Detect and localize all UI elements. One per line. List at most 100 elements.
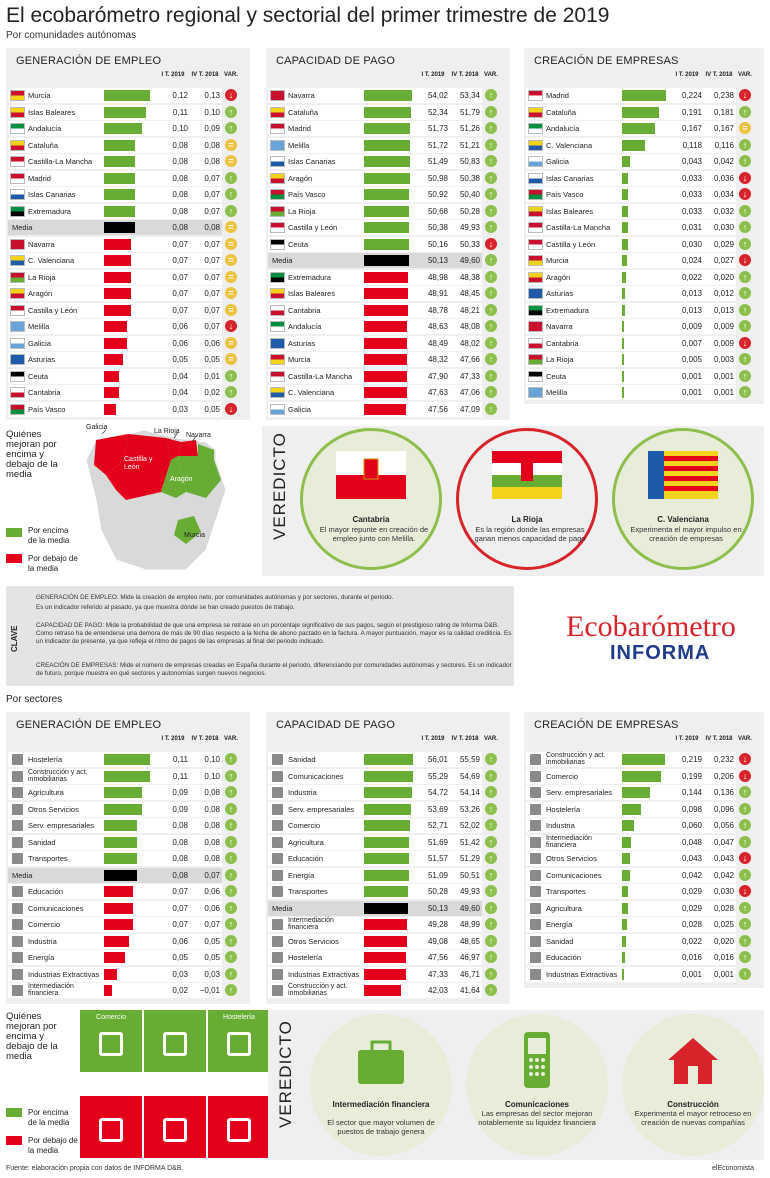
flag-murcia-icon [528, 255, 543, 266]
equal-icon: = [225, 254, 237, 266]
row-label: La Rioja [288, 206, 316, 216]
flag-extremadura-icon [270, 271, 285, 283]
industrias-extractivas-icon [12, 968, 23, 980]
flag-pais-vasco-icon [10, 403, 25, 415]
value-2018: 0,013 [713, 305, 734, 315]
value-2019: 0,029 [681, 887, 702, 896]
value-2018: 0,01 [204, 371, 220, 381]
table-row: Sanidad 0,022 0,020 ↑ [526, 933, 751, 949]
value-2019: 0,033 [681, 173, 702, 183]
equal-icon: = [225, 155, 237, 167]
legend-red-swatch-2 [6, 1136, 22, 1145]
row-label: Castilla y León [546, 239, 596, 249]
verdict-comunicaciones: Comunicaciones Las empresas del sector m… [466, 1014, 608, 1156]
bar [622, 354, 624, 365]
value-2019: 0,06 [172, 936, 188, 946]
value-2018: 0,07 [204, 190, 220, 199]
bar [104, 255, 131, 266]
row-label: Melilla [28, 322, 50, 331]
bar [364, 222, 409, 233]
value-2019: 53,69 [427, 804, 448, 814]
map-galicia [94, 434, 128, 475]
table-row: Industrias Extractivas 0,001 0,001 ↑ [526, 966, 751, 982]
flag-ceuta-icon [528, 370, 543, 382]
flag-aragon-icon [528, 271, 543, 283]
row-label: Comercio [288, 821, 321, 830]
arrow-up-icon: ↑ [225, 105, 237, 118]
verdict-desc: El mayor repunte en creación de empleo j… [319, 525, 429, 543]
value-2018: 51,79 [459, 107, 480, 117]
verdict-desc: Experimenta el mayor retroceso en creaci… [634, 1109, 752, 1127]
table-row: Castilla y León 0,07 0,07 = [8, 302, 237, 318]
bar [364, 803, 412, 815]
value-2019: 50,13 [427, 256, 448, 265]
value-2018: 0,07 [204, 305, 220, 315]
bar [104, 172, 135, 184]
table-row: País Vasco 0,033 0,034 ↓ [526, 187, 751, 202]
arrow-up-icon: ↑ [739, 287, 751, 299]
flag-navarra-icon [528, 321, 543, 332]
clave-p3: CREACIÓN DE EMPRESAS: Mide el número de … [36, 662, 512, 677]
row-label: Industria [28, 936, 57, 946]
column-header: IV T. 2018 [191, 736, 219, 742]
map-label-rioja: La Rioja [154, 428, 180, 435]
bar [104, 205, 135, 217]
arrow-up-icon: ↑ [739, 901, 751, 914]
briefcase-icon [358, 1040, 404, 1084]
row-label: País Vasco [288, 190, 326, 199]
verdict-la-rioja: La Rioja Es la región donde las empresas… [456, 428, 598, 570]
table-row: Media 0,08 0,07 ↑ [8, 867, 237, 883]
table-row: Aragón 0,07 0,07 = [8, 286, 237, 301]
verdict-label: VEREDICTO [270, 432, 289, 540]
table-row: La Rioja 0,005 0,003 ↑ [526, 352, 751, 367]
value-2019: 0,043 [681, 157, 702, 166]
row-label: Construcción y act. inmobiliarias [28, 768, 88, 783]
sanidad-icon [12, 836, 23, 848]
arrow-up-icon: ↑ [739, 204, 751, 217]
clave-label: CLAVE [10, 625, 19, 652]
otros-servicios-icon [12, 803, 23, 815]
bar [104, 337, 128, 349]
arrow-up-icon: ↑ [225, 188, 237, 200]
value-2019: 0,033 [681, 206, 702, 216]
bar [104, 853, 138, 864]
value-2018: 0,08 [204, 837, 220, 847]
verdict-name: C. Valenciana [657, 515, 709, 524]
bar [104, 222, 135, 233]
bar [364, 288, 408, 299]
bar [104, 321, 128, 332]
value-2018: 50,28 [459, 206, 480, 216]
arrow-up-icon: ↑ [225, 901, 237, 914]
map-label-aragon: Aragón [170, 476, 193, 483]
value-2019: 48,49 [427, 338, 448, 348]
row-label: Islas Canarias [288, 157, 336, 166]
row-label: Asturias [28, 355, 56, 364]
table-row: Cataluña 0,08 0,08 = [8, 137, 237, 153]
row-label: Hostelería [546, 804, 581, 814]
arrow-up-icon: ↑ [225, 967, 237, 980]
panel-title: CAPACIDAD DE PAGO [276, 55, 396, 67]
value-2018: 0,07 [204, 256, 220, 265]
table-row: Extremadura 48,98 48,38 ↑ [268, 269, 497, 285]
bar [104, 820, 138, 831]
value-2018: 0,096 [713, 804, 734, 814]
bar [364, 770, 413, 782]
row-label: Comunicaciones [546, 870, 602, 880]
value-2018: 0,08 [204, 821, 220, 830]
equal-icon: = [225, 287, 237, 299]
value-2019: 49,08 [427, 936, 448, 946]
table-row: Cataluña 0,191 0,181 ↑ [526, 104, 751, 120]
value-2019: 51,09 [427, 870, 448, 880]
row-label: Castilla y León [28, 305, 78, 315]
row-label: Islas Canarias [28, 190, 76, 199]
table-row: Educación 51,57 51,29 ↑ [268, 851, 497, 866]
map-label-galicia: Galicia [86, 424, 108, 431]
value-2019: 48,63 [427, 322, 448, 331]
value-2018: 0,029 [713, 239, 734, 249]
cutlery-tile: Hostelería [208, 1010, 270, 1072]
bar [622, 902, 628, 914]
value-2019: 0,07 [172, 920, 188, 929]
row-label: Intermediación financiera [546, 834, 592, 849]
table-row: Ceuta 0,001 0,001 ↑ [526, 368, 751, 384]
value-2018: 53,34 [459, 91, 480, 100]
